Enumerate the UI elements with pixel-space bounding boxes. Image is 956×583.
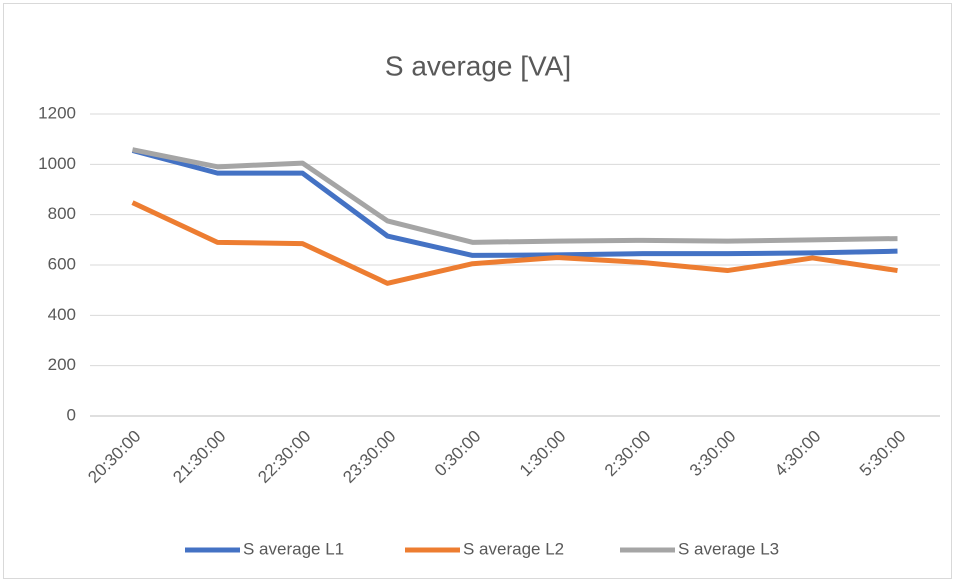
y-tick-label: 800 [48, 204, 76, 223]
y-tick-label: 0 [67, 405, 76, 424]
y-tick-label: 400 [48, 305, 76, 324]
legend-label: S average L3 [678, 539, 779, 558]
chart-border [3, 3, 952, 579]
legend-label: S average L1 [243, 539, 344, 558]
y-tick-label: 1200 [38, 103, 76, 122]
y-tick-label: 1000 [38, 154, 76, 173]
line-series [132, 147, 898, 245]
y-tick-label: 600 [48, 254, 76, 273]
line-series [131, 200, 898, 286]
y-tick-label: 200 [48, 355, 76, 374]
line-series [131, 148, 898, 258]
chart-title: S average [VA] [385, 50, 571, 81]
legend-label: S average L2 [463, 539, 564, 558]
